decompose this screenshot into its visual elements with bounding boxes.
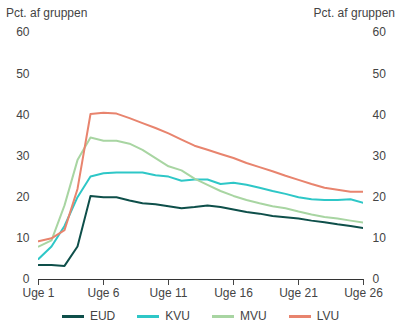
svg-text:20: 20 <box>16 190 30 204</box>
html-text:KVU: KVU <box>165 309 190 323</box>
html-text:MVU: MVU <box>240 309 267 323</box>
svg-text:10: 10 <box>373 231 387 245</box>
svg-text:Uge 1: Uge 1 <box>22 286 54 300</box>
html-text:Pct. af gruppen: Pct. af gruppen <box>6 6 88 20</box>
svg-text:30: 30 <box>373 149 387 163</box>
html-text:LVU: LVU <box>316 309 340 323</box>
svg-text:30: 30 <box>16 149 30 163</box>
svg-text:60: 60 <box>373 25 387 39</box>
svg-text:0: 0 <box>373 272 380 286</box>
svg-text:Uge 11: Uge 11 <box>150 286 188 300</box>
svg-text:40: 40 <box>16 108 30 122</box>
svg-text:0: 0 <box>23 272 30 286</box>
html-text:EUD: EUD <box>89 309 116 323</box>
svg-text:20: 20 <box>373 190 387 204</box>
svg-text:Uge 26: Uge 26 <box>344 286 383 300</box>
svg-text:Uge 6: Uge 6 <box>87 286 119 300</box>
svg-text:50: 50 <box>373 67 387 81</box>
svg-text:Uge 16: Uge 16 <box>214 286 253 300</box>
html-text:Pct. af gruppen: Pct. af gruppen <box>313 6 395 20</box>
svg-text:10: 10 <box>16 231 30 245</box>
svg-text:50: 50 <box>16 67 30 81</box>
svg-text:60: 60 <box>16 25 30 39</box>
svg-text:Uge 21: Uge 21 <box>279 286 318 300</box>
svg-text:40: 40 <box>373 108 387 122</box>
